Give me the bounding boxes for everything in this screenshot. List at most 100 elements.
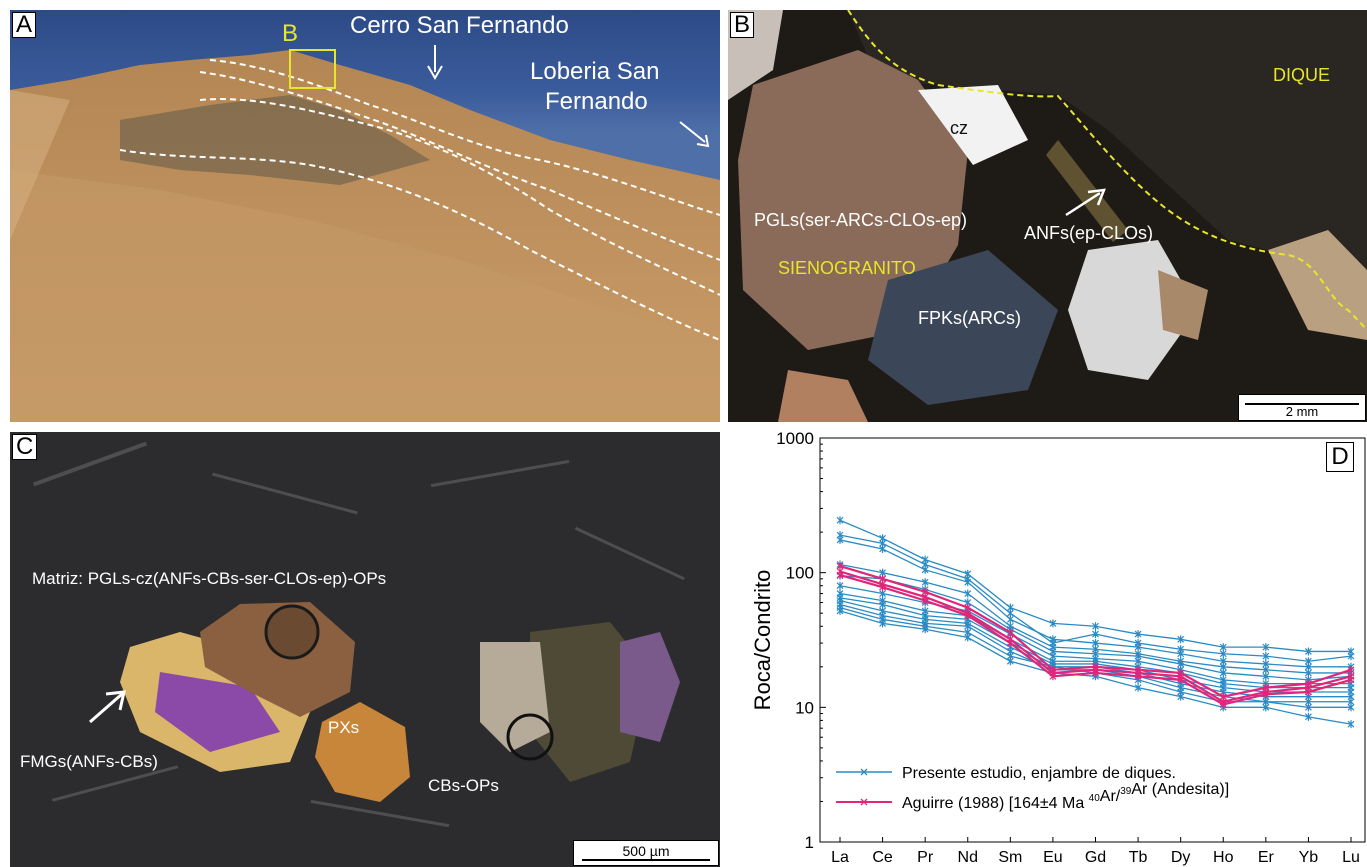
x-tick-label: La	[831, 849, 849, 866]
data-point-pink	[1006, 639, 1014, 648]
data-point-blue	[1304, 647, 1312, 656]
fpks-label: FPKs(ARCs)	[918, 308, 1021, 328]
data-point-pink	[836, 571, 844, 580]
anfs-label: ANFs(ep-CLOs)	[1024, 223, 1154, 243]
data-point-blue	[879, 619, 887, 628]
detail-box-label: B	[282, 20, 299, 47]
loberia-label-line2: Fernando	[545, 88, 648, 115]
data-point-pink	[1006, 628, 1014, 637]
panel-d-letter: D	[1326, 442, 1354, 472]
data-point-blue	[964, 589, 972, 598]
data-point-blue	[879, 544, 887, 553]
loberia-label-line1: Loberia San	[530, 58, 660, 85]
data-point-pink	[1347, 675, 1355, 684]
data-point-pink	[1049, 672, 1057, 681]
x-tick-label: Dy	[1171, 849, 1191, 866]
data-point-blue	[964, 633, 972, 642]
legend-blue-marker	[860, 768, 868, 776]
y-tick-label: 1	[805, 833, 814, 852]
x-tick-label: Pr	[917, 849, 934, 866]
data-point-blue	[921, 625, 929, 634]
ree-chart-svg: 1 10 100 1000 La Ce Pr Nd Sm Eu Gd Tb Dy Ho Er Yb Lu Pr…	[750, 432, 1366, 866]
panel-c-texture	[10, 432, 720, 867]
data-point-blue	[1262, 643, 1270, 652]
data-point-blue	[1134, 683, 1142, 692]
data-point-pink	[1304, 687, 1312, 696]
y-tick-label: 100	[786, 564, 814, 583]
panel-c-scale-line	[582, 859, 710, 861]
matriz-label: Matriz: PGLs-cz(ANFs-CBs-ser-CLOs-ep)-OP…	[32, 569, 387, 588]
x-tick-label: Ce	[872, 849, 893, 866]
x-tick-label: Eu	[1043, 849, 1063, 866]
data-point-pink	[964, 611, 972, 620]
panel-c-micrograph: C Matriz: PGLs-cz(ANFs-CBs-ser-CLOs-ep)-…	[10, 432, 720, 867]
data-point-pink	[1262, 690, 1270, 699]
panel-c-scalebar: 500 µm	[573, 840, 719, 866]
x-tick-label: Nd	[958, 849, 978, 866]
x-tick-label: Lu	[1342, 849, 1360, 866]
cerro-san-fernando-label: Cerro San Fernando	[350, 12, 569, 39]
panel-a-photo: A B Cerro San Fernando Loberia San Ferna…	[10, 10, 720, 422]
y-axis-label: Roca/Condrito	[750, 570, 775, 711]
panel-b-scalebar: 2 mm	[1238, 394, 1366, 421]
data-point-blue	[836, 581, 844, 590]
x-tick-label: Gd	[1085, 849, 1106, 866]
data-point-blue	[964, 578, 972, 587]
pxs-label: PXs	[328, 718, 360, 737]
x-tick-label: Ho	[1213, 849, 1234, 866]
data-point-blue	[1177, 692, 1185, 701]
data-point-blue	[1049, 619, 1057, 628]
data-point-blue	[1219, 649, 1227, 658]
data-point-blue	[1262, 672, 1270, 681]
legend-text-part: Ar (Andesita)]	[1131, 781, 1229, 798]
data-point-pink	[1219, 700, 1227, 709]
panel-a-landscape	[10, 45, 720, 422]
legend-superscript: 39	[1120, 786, 1132, 797]
legend-blue-text: Presente estudio, enjambre de diques.	[902, 765, 1176, 782]
data-point-blue	[1177, 635, 1185, 644]
y-tick-label: 10	[795, 698, 814, 717]
x-tick-label: Yb	[1299, 849, 1319, 866]
data-point-blue	[1304, 703, 1312, 712]
data-point-pink	[1177, 675, 1185, 684]
panel-b-scale-text: 2 mm	[1285, 404, 1319, 419]
data-point-blue	[1177, 649, 1185, 658]
panel-d-chart: 1 10 100 1000 La Ce Pr Nd Sm Eu Gd Tb Dy Ho Er Yb Lu Pr…	[728, 432, 1367, 867]
data-point-pink	[879, 583, 887, 592]
data-point-blue	[836, 606, 844, 615]
data-point-pink	[1092, 668, 1099, 677]
legend-text-part: Ar/	[1100, 788, 1121, 805]
legend-superscript: 40	[1089, 793, 1101, 804]
data-point-blue	[1092, 622, 1099, 631]
panel-b-scale-line	[1245, 403, 1359, 405]
data-point-blue	[1304, 712, 1312, 721]
data-point-blue	[1219, 668, 1227, 677]
data-point-pink	[921, 596, 929, 605]
dique-label: DIQUE	[1273, 65, 1331, 85]
data-point-blue	[836, 516, 844, 525]
data-point-blue	[1262, 652, 1270, 661]
data-point-blue	[1347, 652, 1355, 661]
data-point-pink	[1134, 672, 1142, 681]
legend-text-part: Aguirre (1988) [164±4 Ma	[902, 795, 1089, 812]
data-point-blue	[836, 535, 844, 544]
data-point-blue	[1092, 630, 1099, 639]
chart-frame	[819, 437, 1366, 843]
cbs-ops-label: CBs-OPs	[428, 776, 499, 795]
panel-c-letter: C	[12, 434, 38, 460]
data-point-blue	[1006, 615, 1014, 624]
pgls-label: PGLs(ser-ARCs-CLOs-ep)	[754, 210, 968, 230]
x-tick-label: Tb	[1129, 849, 1148, 866]
data-point-blue	[1262, 703, 1270, 712]
panel-c-scale-text: 500 µm	[622, 843, 670, 859]
x-tick-label: Er	[1258, 849, 1275, 866]
panel-b-micrograph: B DIQUE cz PGLs(ser-ARCs-CLOs-ep) ANFs(e…	[728, 10, 1367, 422]
legend-pink-marker	[860, 798, 868, 806]
data-point-blue	[1006, 657, 1014, 666]
y-tick-label: 1000	[776, 432, 814, 448]
data-point-blue	[921, 578, 929, 587]
panel-b-texture	[728, 10, 1367, 422]
panel-b-letter: B	[730, 12, 755, 38]
data-point-blue	[1134, 630, 1142, 639]
sienogranito-label: SIENOGRANITO	[778, 258, 916, 278]
